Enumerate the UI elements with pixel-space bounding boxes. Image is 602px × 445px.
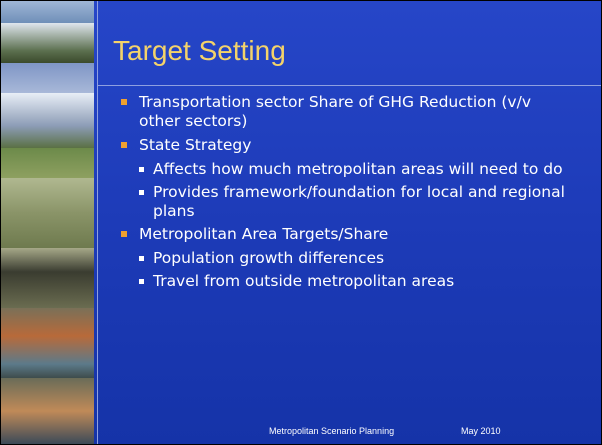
footer-center: Metropolitan Scenario Planning	[269, 426, 394, 436]
bullet: Metropolitan Area Targets/Share	[121, 225, 571, 244]
divider-vertical	[97, 1, 98, 444]
divider-horizontal	[97, 85, 601, 86]
bullet: Transportation sector Share of GHG Reduc…	[121, 93, 571, 131]
sub-bullet: Population growth differences	[139, 249, 571, 268]
sub-bullet: Travel from outside metropolitan areas	[139, 272, 571, 291]
footer-date: May 2010	[461, 426, 501, 436]
slide: Target Setting Transportation sector Sha…	[0, 0, 602, 445]
sub-bullet: Provides framework/foundation for local …	[139, 183, 571, 221]
bullet-list: Transportation sector Share of GHG Reduc…	[121, 93, 571, 295]
slide-title: Target Setting	[113, 35, 286, 67]
bullet: State Strategy	[121, 136, 571, 155]
photo-strip	[1, 1, 94, 444]
page: Target Setting Transportation sector Sha…	[0, 0, 602, 445]
sub-bullet: Affects how much metropolitan areas will…	[139, 160, 571, 179]
